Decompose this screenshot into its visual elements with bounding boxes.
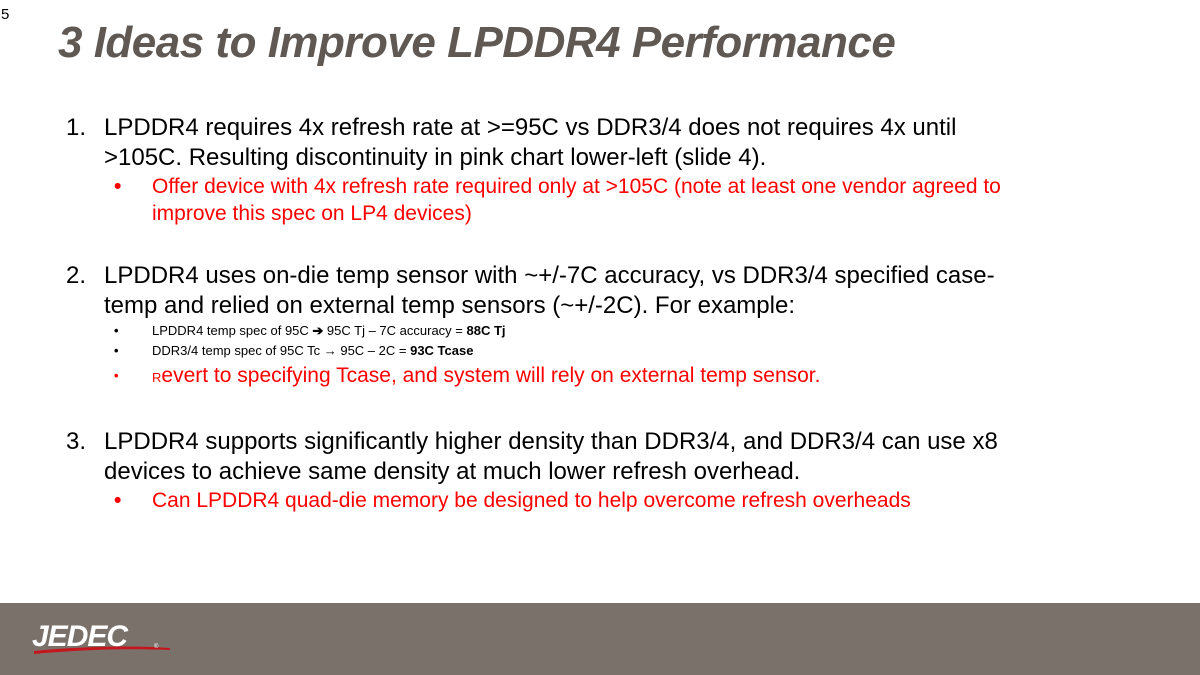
sub-bullet-bold: 93C Tcase — [410, 343, 474, 358]
sub-bullet-item: • LPDDR4 temp spec of 95C ➔ 95C Tj – 7C … — [104, 321, 1066, 341]
sub-bullet-pre: DDR3/4 temp spec of 95C Tc — [152, 343, 324, 358]
arrow-icon: ➔ — [312, 323, 324, 338]
bullet-icon: • — [114, 175, 122, 198]
bullet-item: • Can LPDDR4 quad-die memory be designed… — [104, 487, 1066, 514]
sub-bullet-item: • DDR3/4 temp spec of 95C Tc → 95C – 2C … — [104, 341, 1066, 361]
bullet-icon: • — [114, 368, 119, 383]
item-text: LPDDR4 uses on-die temp sensor with ~+/-… — [104, 262, 995, 319]
slide-number: 5 — [1, 6, 10, 23]
item-bullets: • Can LPDDR4 quad-die memory be designed… — [104, 487, 1066, 514]
slide-title: 3 Ideas to Improve LPDDR4 Performance — [58, 18, 896, 67]
bullet-text: Offer device with 4x refresh rate requir… — [152, 175, 1001, 225]
logo-text: JEDEC — [32, 620, 129, 653]
sub-bullet-pre: LPDDR4 temp spec of 95C — [152, 323, 313, 338]
item-bullets: • LPDDR4 temp spec of 95C ➔ 95C Tj – 7C … — [104, 321, 1066, 393]
bullet-item: • Offer device with 4x refresh rate requ… — [104, 173, 1066, 227]
jedec-logo: JEDEC ® — [32, 620, 170, 654]
footer-bar: JEDEC ® — [0, 603, 1200, 675]
item-bullets: • Offer device with 4x refresh rate requ… — [104, 173, 1066, 227]
sub-bullet-post: 95C – 2C = — [336, 343, 411, 358]
bullet-icon: • — [114, 323, 119, 338]
bullet-text: evert to specifying Tcase, and system wi… — [161, 364, 821, 387]
logo-mark: ® — [154, 643, 159, 650]
bullet-item: • Revert to specifying Tcase, and system… — [104, 361, 1066, 393]
bullet-text: Can LPDDR4 quad-die memory be designed t… — [152, 489, 911, 512]
list-item-2: 2. LPDDR4 uses on-die temp sensor with ~… — [66, 261, 1066, 393]
item-text: LPDDR4 supports significantly higher den… — [104, 428, 998, 485]
slide-content: 1. LPDDR4 requires 4x refresh rate at >=… — [66, 113, 1066, 514]
bullet-icon: • — [114, 343, 119, 358]
arrow-icon: → — [323, 343, 337, 358]
item-number: 3. — [66, 428, 87, 455]
sub-bullet-bold: 88C Tj — [466, 323, 506, 338]
list-item-3: 3. LPDDR4 supports significantly higher … — [66, 427, 1066, 514]
item-number: 1. — [66, 114, 87, 141]
item-text: LPDDR4 requires 4x refresh rate at >=95C… — [104, 114, 957, 171]
sub-bullet-post: 95C Tj – 7C accuracy = — [323, 323, 467, 338]
bullet-icon: • — [114, 489, 122, 512]
item-number: 2. — [66, 262, 87, 289]
list-item-1: 1. LPDDR4 requires 4x refresh rate at >=… — [66, 113, 1066, 227]
bullet-lead: R — [152, 370, 162, 385]
